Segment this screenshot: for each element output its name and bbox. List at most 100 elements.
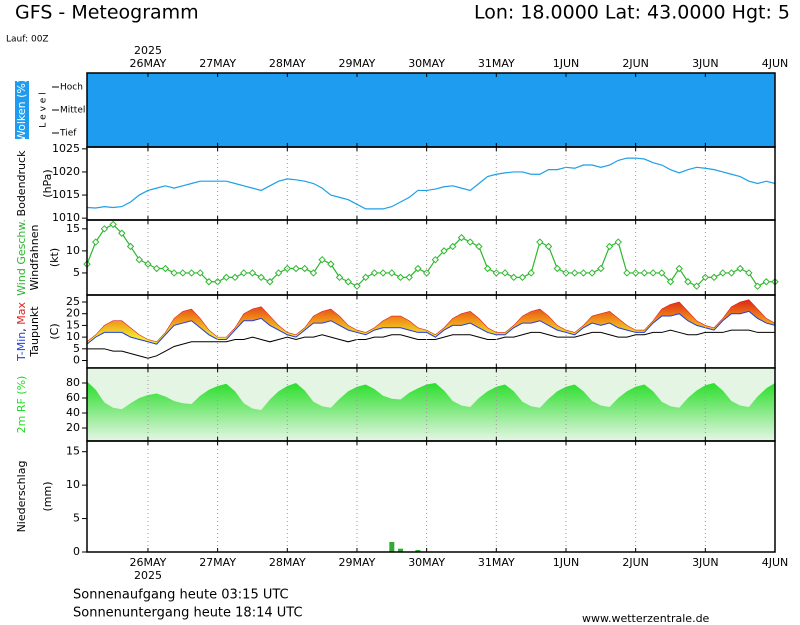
x-tick-label: 28MAY [269,556,306,569]
data-point [579,269,588,277]
x-tick-label: 4JUN [762,57,789,70]
data-point [440,247,448,255]
y-tick-label: 5 [73,342,80,355]
data-point [745,269,753,277]
data-point [736,264,744,273]
x-tick-label: 1JUN [553,556,580,569]
y-tick-label: 15 [66,222,80,235]
y-axis-label: (kt) [48,248,61,267]
x-tick-label: 30MAY [408,57,445,70]
data-point [414,264,422,273]
y-axis-label: Niederschlag [15,461,28,533]
data-point [640,269,649,277]
ylabel-background [15,81,29,139]
data-point [597,264,605,273]
y-tick-label: 10 [66,244,80,257]
bar [389,541,395,552]
data-point [126,242,135,251]
data-point [109,220,117,229]
x-tick-label: 29MAY [339,57,376,70]
data-point [301,264,309,273]
y-tick-label: 10 [66,478,80,491]
y-tick-label: 15 [66,445,80,458]
data-point [318,255,326,264]
data-point [666,278,675,286]
y-tick-label: 0 [73,354,80,367]
panel: 1010 1015 1020 1025 Bodendruck (hPa) [15,142,776,224]
data-point [570,269,579,277]
data-point [179,269,187,277]
x-tick-label: 1JUN [553,57,580,70]
panel: 20 40 60 80 2m RF (%) [15,367,776,442]
y-axis-label: Windfahnen [28,225,41,291]
data-point [309,269,318,277]
y-tick-label: 5 [73,512,80,525]
data-point [335,273,344,282]
data-point [553,264,561,273]
level-label: Tief [59,129,77,139]
y-tick-label: 1015 [52,188,80,201]
y-tick-label: 20 [66,421,80,434]
temperature-band [87,299,775,345]
data-point [727,269,736,277]
data-point [353,282,361,290]
data-point [161,264,170,273]
panel-frame [86,440,776,553]
x-tick-label: 2JUN [622,556,649,569]
data-point [248,269,257,277]
y-axis-label: (hPa) [41,169,54,197]
y-tick-label: 40 [66,406,80,419]
bar [398,548,404,552]
source: www.wetterzentrale.de [582,612,710,625]
data-point [205,278,213,286]
location: Lon: 18.0000 Lat: 43.0000 Hgt: 5 [474,2,790,24]
year-label: 2025 [134,44,162,57]
x-tick-label: 27MAY [199,556,236,569]
level-label: Mittel [60,106,85,116]
data-point [213,278,222,286]
y-tick-label: 60 [66,391,80,404]
x-tick-label: 2JUN [622,57,649,70]
x-tick-label: 4JUN [762,556,789,569]
data-line [86,310,776,345]
data-point [483,264,492,273]
x-tick-label: 29MAY [339,556,376,569]
data-point [396,273,405,282]
data-point [475,242,483,251]
data-point [692,282,701,290]
data-point [605,242,614,251]
data-line [87,329,775,359]
data-point [388,269,396,277]
data-point [466,238,474,246]
data-point [719,269,727,277]
legend-entry: Taupunkt [28,306,41,358]
data-point [684,278,692,286]
data-point [292,264,300,273]
data-point [266,278,274,286]
data-point [527,269,535,277]
legend-entry: Wind Geschw. [15,219,28,296]
data-line [86,157,776,210]
run: Lauf: 00Z [6,35,49,45]
legend-entry: , [15,325,28,332]
legend-entry: Max [15,302,28,325]
data-point [536,238,544,246]
x-tick-label: 27MAY [199,57,236,70]
y-axis-label: (mm) [41,481,54,511]
x-tick-label: 31MAY [478,556,515,569]
data-point [170,269,178,277]
y-axis-label: (C) [48,323,61,339]
data-point [510,273,518,282]
data-point [623,269,631,277]
x-tick-label: 26MAY [130,556,167,569]
data-point [135,255,143,264]
sunset: Sonnenuntergang heute 18:14 UTC [73,606,303,621]
level-label: Hoch [60,83,83,93]
y-tick-label: 1020 [52,165,80,178]
sunrise: Sonnenaufgang heute 03:15 UTC [73,588,289,603]
data-point [762,278,770,286]
x-tick-label: 28MAY [269,57,306,70]
data-point [240,269,248,277]
data-point [92,238,100,246]
